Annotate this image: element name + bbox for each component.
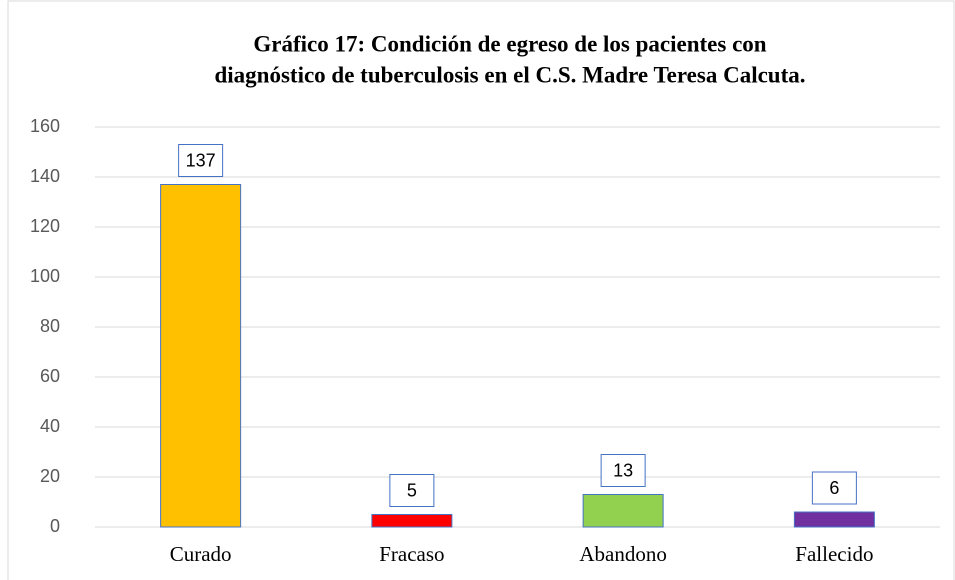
y-tick-label: 60 [40,366,60,386]
y-tick-label: 140 [30,166,60,186]
chart-title: diagnóstico de tuberculosis en el C.S. M… [215,62,806,87]
data-label-box [178,144,224,177]
data-label-box [811,471,857,505]
y-tick-label: 120 [30,216,60,236]
y-tick-label: 160 [30,116,60,136]
data-label: 137 [186,150,216,170]
y-tick-label: 80 [40,316,60,336]
data-label-box [600,454,646,487]
x-tick-label: Curado [170,542,232,566]
y-tick-label: 40 [40,416,60,436]
x-tick-label: Abandono [579,542,667,566]
bar [371,514,453,528]
data-label: 5 [407,480,417,500]
data-label: 13 [613,460,633,480]
bar [582,494,664,528]
x-tick-label: Fallecido [795,542,873,566]
y-tick-label: 20 [40,466,60,486]
bar [160,184,242,528]
data-label-box [389,474,435,507]
y-tick-label: 0 [50,516,60,536]
chart-title: Gráfico 17: Condición de egreso de los p… [253,31,766,56]
x-tick-label: Fracaso [379,542,444,566]
bar [793,511,875,528]
data-label: 6 [829,478,839,498]
y-tick-label: 100 [30,266,60,286]
